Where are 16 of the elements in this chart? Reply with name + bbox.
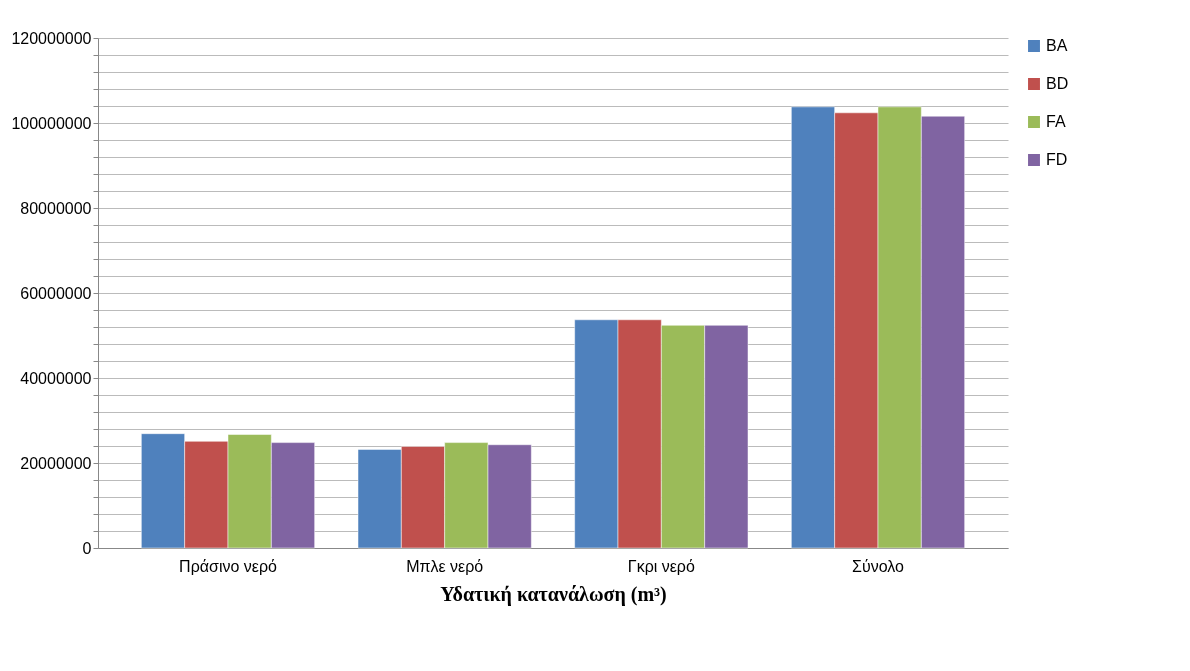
y-tick-label: 60000000 xyxy=(20,284,92,302)
x-tick-label: Μπλε νερό xyxy=(406,557,484,575)
y-tick-label: 40000000 xyxy=(20,369,92,387)
y-tick-label: 20000000 xyxy=(20,454,92,472)
y-tick-label: 0 xyxy=(82,539,92,557)
legend-label: BD xyxy=(1046,75,1069,92)
x-tick-label: Σύνολο xyxy=(852,557,905,575)
legend-label: FA xyxy=(1046,113,1066,130)
x-axis-title: Υδατική κατανάλωση (m³) xyxy=(440,582,667,606)
y-tick-label: 100000000 xyxy=(11,114,92,132)
y-tick-label: 80000000 xyxy=(20,199,92,217)
x-tick-label: Πράσινο νερό xyxy=(179,557,278,575)
y-tick-label: 120000000 xyxy=(11,29,92,47)
legend-label: FD xyxy=(1046,151,1068,168)
legend-label: BA xyxy=(1046,37,1068,54)
x-tick-label: Γκρι νερό xyxy=(627,557,695,575)
